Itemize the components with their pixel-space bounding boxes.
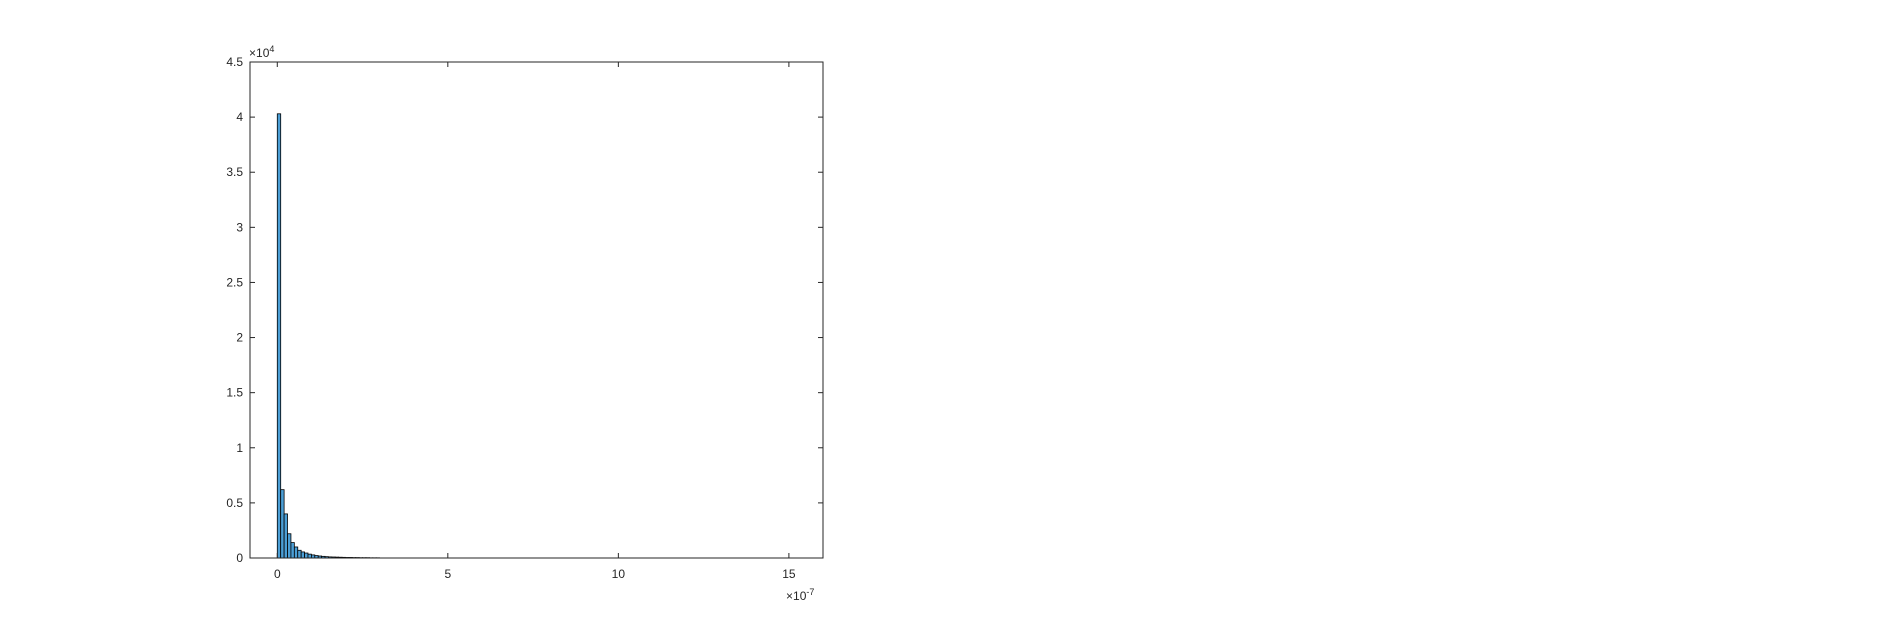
y-tick-label: 4 [236,110,243,124]
bars-group [277,114,379,558]
x-axis-exponent: ×10-7 [786,587,814,603]
histogram-bar [294,547,297,558]
histogram-bar [284,514,287,558]
x-tick-label: 15 [782,567,796,581]
y-tick-label: 0 [236,551,243,565]
y-tick-label: 3.5 [226,165,243,179]
x-tick-label: 5 [444,567,451,581]
y-tick-label: 2.5 [226,275,243,289]
histogram-bar [298,550,301,558]
histogram-bar [277,114,280,558]
y-tick-label: 1 [236,441,243,455]
histogram-bar [288,534,291,558]
histogram-bar [305,553,308,558]
x-exponent-power: -7 [806,587,814,597]
y-exponent-base: 10 [256,46,270,60]
y-tick-label: 4.5 [226,55,243,69]
x-exponent-base: 10 [793,589,807,603]
y-tick-label: 1.5 [226,386,243,400]
x-tick-labels: 0 5 10 15 [274,567,796,581]
axes-box [250,62,823,558]
x-tick-label: 10 [612,567,626,581]
y-axis-exponent: ×104 [249,44,274,60]
y-tick-labels: 0 0.5 1 1.5 2 2.5 3 3.5 4 4.5 [226,55,243,565]
histogram-bar [291,543,294,558]
y-tick-label: 0.5 [226,496,243,510]
histogram-bar [301,552,304,558]
y-tick-label: 2 [236,331,243,345]
x-tick-label: 0 [274,567,281,581]
ticks-group [250,62,823,558]
y-tick-label: 3 [236,220,243,234]
histogram-bar [281,490,284,558]
histogram-bar [308,554,311,558]
y-exponent-power: 4 [269,44,274,54]
